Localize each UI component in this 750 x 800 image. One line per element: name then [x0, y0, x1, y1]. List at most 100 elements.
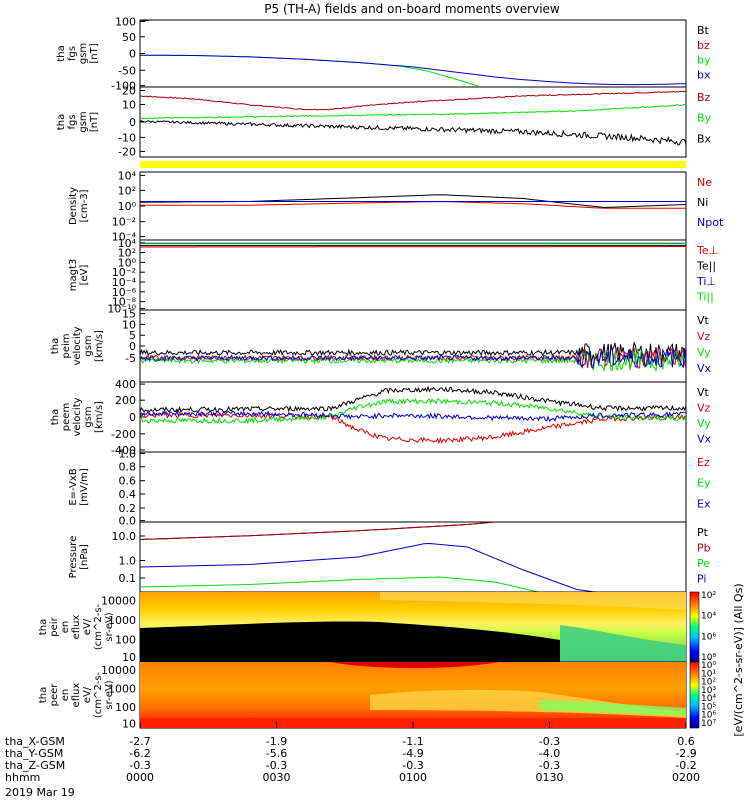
panel-frame	[139, 239, 687, 311]
y-tick-label: 0.6	[119, 475, 137, 488]
y-tick-label: 10⁻²	[112, 216, 136, 229]
y-tick-label: 10000	[101, 664, 136, 677]
y-tick-label: 100	[115, 634, 136, 647]
y-axis-label: tha	[56, 114, 67, 130]
colorbar-tick-label: 10⁶	[701, 711, 716, 721]
y-axis-label: [mV/m]	[79, 468, 90, 506]
y-axis-label: sr-eV)	[104, 680, 115, 709]
y-tick-label: 10	[122, 717, 136, 730]
panel-frame	[139, 19, 687, 88]
x-tick-label: -0.3	[539, 735, 560, 748]
series-line-Vx	[139, 347, 687, 369]
legend-entry: Ti||	[696, 291, 714, 304]
y-tick-label: 10⁻¹⁰	[107, 303, 136, 316]
legend-entry: Vz	[697, 402, 711, 415]
y-tick-label: -5	[125, 352, 136, 365]
y-axis-label: peer	[49, 683, 60, 707]
y-axis-label: tha	[50, 338, 61, 354]
y-axis-label: eV/	[82, 686, 93, 703]
legend-entry: Ey	[697, 477, 711, 490]
y-tick-label: 10⁴	[118, 169, 137, 182]
y-tick-label: 100	[115, 15, 136, 28]
y-tick-label: 10⁰	[118, 256, 137, 269]
y-axis-label: sr-eV)	[104, 612, 115, 641]
y-tick-label: 50	[122, 31, 136, 44]
series-line-Bz	[139, 90, 687, 111]
y-tick-label: 0.8	[119, 461, 137, 474]
x-tick-label: -1.9	[266, 735, 287, 748]
x-tick-label: -1.1	[402, 735, 423, 748]
y-tick-label: 400	[115, 378, 136, 391]
y-axis-label: [nT]	[89, 112, 100, 132]
x-tick-label: 0.6	[677, 735, 695, 748]
x-tick-label: 0100	[399, 771, 427, 784]
y-tick-label: 100	[115, 701, 136, 714]
legend-entry: Te||	[696, 260, 716, 273]
y-tick-label: -400	[111, 444, 136, 457]
legend-entry: Ne	[697, 176, 712, 189]
y-axis-label: eflux	[71, 615, 82, 640]
y-tick-label: 200	[115, 394, 136, 407]
y-tick-label: -20	[118, 145, 136, 158]
x-axis-row-label: tha_Y-GSM	[5, 747, 63, 760]
x-tick-label: -4.0	[539, 747, 560, 760]
y-axis-label: [km/s]	[94, 330, 105, 362]
y-tick-label: -100	[111, 80, 136, 93]
colorbar-tick-label: 10³	[701, 686, 716, 696]
y-axis-label: [nPa]	[79, 544, 90, 570]
colorbar-tick-label: 10⁴	[701, 612, 716, 622]
series-line-Pe	[139, 576, 686, 593]
series-line-Vy	[139, 397, 687, 425]
y-axis-label: peem	[61, 403, 72, 431]
y-tick-label: -10	[118, 131, 136, 144]
legend-entry: by	[697, 54, 711, 67]
y-tick-label: 10.0	[112, 530, 137, 543]
series-line-Vx	[139, 409, 687, 422]
y-tick-label: 10	[122, 651, 136, 664]
x-tick-label: -6.2	[129, 747, 150, 760]
plot-title: P5 (TH-A) fields and on-board moments ov…	[264, 2, 560, 16]
y-axis-label: fgs	[67, 114, 78, 129]
legend-entry: Vy	[697, 346, 711, 359]
y-axis-label: gsm	[83, 335, 94, 356]
y-tick-label: 10⁻⁶	[112, 286, 137, 299]
legend-entry: By	[697, 112, 712, 125]
legend-entry: Ti⊥	[696, 275, 716, 288]
date-label: 2019 Mar 19	[5, 786, 75, 799]
colorbar-tick-label: 10⁰	[701, 661, 716, 671]
colorbar-tick-label: 10⁶	[701, 632, 716, 642]
y-axis-label: [nT]	[89, 43, 100, 63]
y-axis-label: (cm^2-s-	[93, 603, 104, 650]
legend-entry: Pi	[697, 573, 706, 586]
legend-entry: bx	[697, 68, 711, 81]
legend-entry: Vx	[697, 433, 712, 446]
y-axis-label: velocity	[72, 326, 83, 365]
series-line-Vt	[139, 385, 687, 414]
series-line-Pb	[139, 521, 495, 540]
peer-spectrogram	[140, 662, 686, 728]
legend-entry: Npot	[697, 216, 724, 229]
y-tick-label: 10000	[101, 594, 136, 607]
x-tick-label: -0.3	[539, 759, 560, 772]
y-axis-label: tha	[56, 45, 67, 61]
y-axis-label: (cm^2-s-	[93, 671, 104, 718]
x-tick-label: -0.2	[675, 759, 696, 772]
y-tick-label: 0	[129, 340, 136, 353]
y-axis-label: eflux	[71, 683, 82, 708]
x-tick-label: -0.3	[129, 759, 150, 772]
panel-frame	[139, 521, 687, 593]
y-tick-label: 10	[122, 99, 136, 112]
y-axis-label: tha	[38, 687, 49, 703]
y-tick-label: 10⁻²	[112, 266, 136, 279]
colorbar-tick-label: 10⁵	[701, 702, 716, 712]
colorbar-tick-label: 10²	[701, 591, 716, 601]
y-axis-label: E=-VxB	[68, 468, 79, 505]
panel-density: 10⁴ 10² 10⁰ 10⁻² 10⁻⁴ Density [cm-3] Ne Ni Npot	[68, 169, 724, 243]
status-bar	[140, 161, 686, 168]
legend-entry: Pe	[697, 557, 710, 570]
x-tick-label: -2.7	[129, 735, 150, 748]
legend-entry: Bz	[697, 91, 711, 104]
